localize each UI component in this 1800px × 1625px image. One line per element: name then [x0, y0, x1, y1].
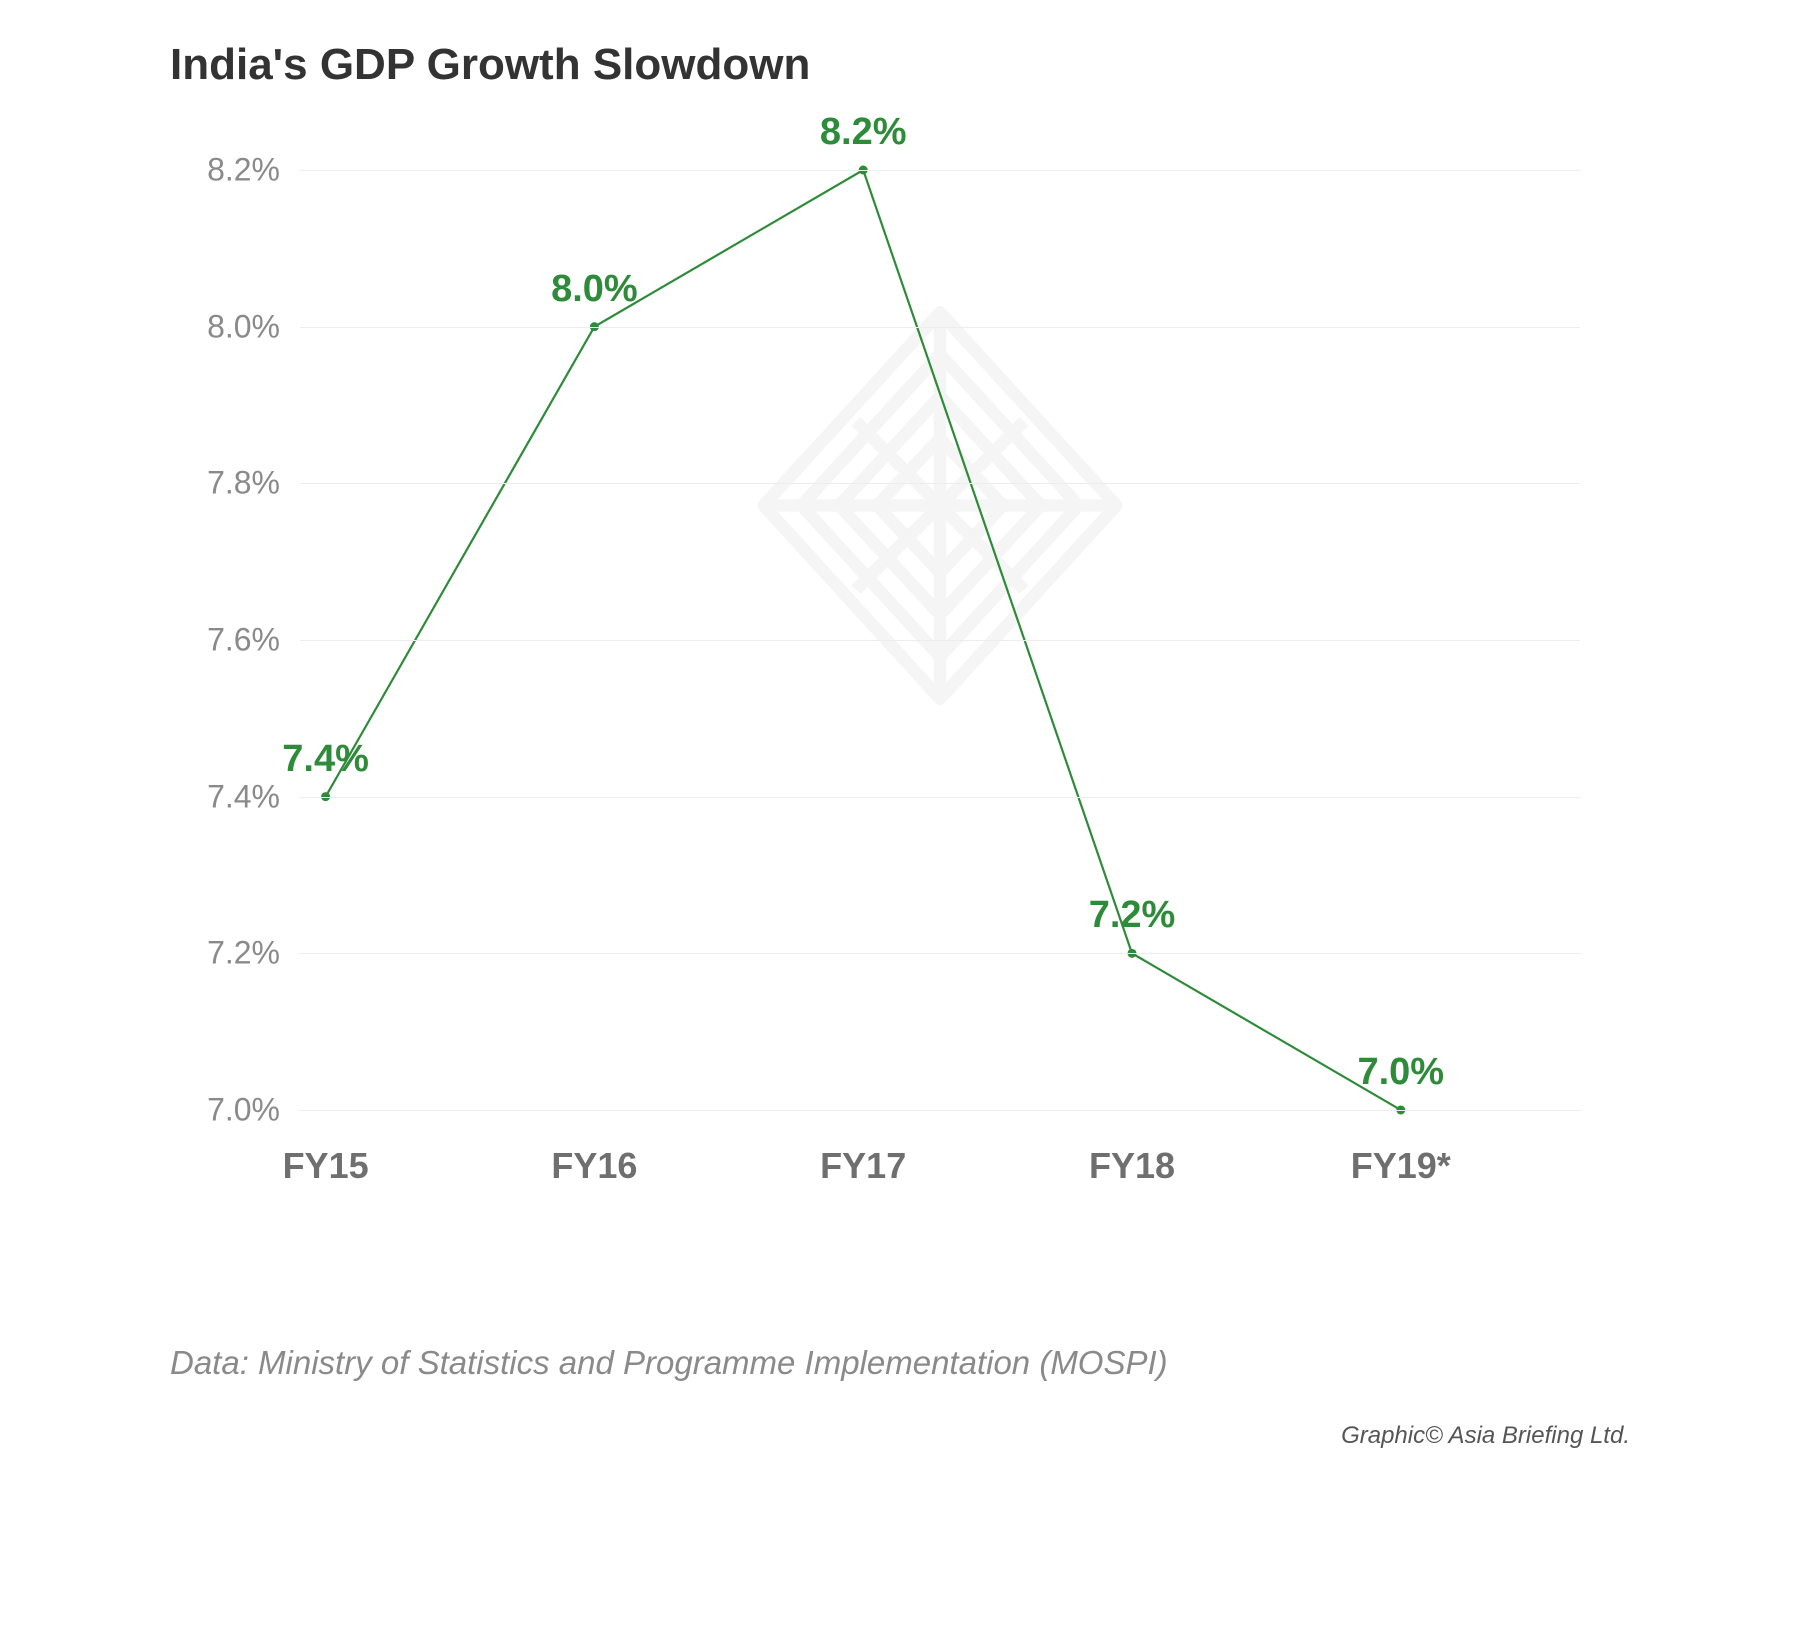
x-axis-tick-label: FY18 — [1089, 1110, 1175, 1187]
x-axis-tick-label: FY19* — [1351, 1110, 1451, 1187]
y-axis-tick-label: 7.8% — [207, 465, 300, 502]
data-point-label: 7.4% — [282, 738, 369, 781]
chart-title: India's GDP Growth Slowdown — [170, 40, 1630, 100]
data-point-label: 7.0% — [1357, 1051, 1444, 1094]
gridline — [300, 483, 1580, 484]
x-axis-tick-label: FY17 — [820, 1110, 906, 1187]
y-axis-tick-label: 7.2% — [207, 935, 300, 972]
gridline — [300, 797, 1580, 798]
graphic-credit: Graphic© Asia Briefing Ltd. — [170, 1422, 1630, 1450]
plot-region: 7.0%7.2%7.4%7.6%7.8%8.0%8.2%FY15FY16FY17… — [300, 170, 1580, 1110]
chart-container: India's GDP Growth Slowdown 7.0% 7.2% 7.4%… — [130, 0, 1670, 1470]
gridline — [300, 170, 1580, 171]
y-axis-tick-label: 7.6% — [207, 622, 300, 659]
y-axis-tick-label: 8.2% — [207, 152, 300, 189]
gridline — [300, 640, 1580, 641]
y-axis-tick-label: 7.4% — [207, 778, 300, 815]
gridline — [300, 327, 1580, 328]
y-axis-tick-label: 8.0% — [207, 308, 300, 345]
data-source-note: Data: Ministry of Statistics and Program… — [170, 1344, 1630, 1382]
chart-plot-area: 7.0% 7.2% 7.4% 7.6% 7.8% 8.0% 8.2% FY15 FY16 FY17… — [170, 140, 1630, 1214]
x-axis-tick-label: FY16 — [551, 1110, 637, 1187]
data-point-label: 8.0% — [551, 268, 638, 311]
data-point-label: 8.2% — [820, 111, 907, 154]
x-axis-tick-label: FY15 — [283, 1110, 369, 1187]
data-point-label: 7.2% — [1089, 894, 1176, 937]
gridline — [300, 953, 1580, 954]
